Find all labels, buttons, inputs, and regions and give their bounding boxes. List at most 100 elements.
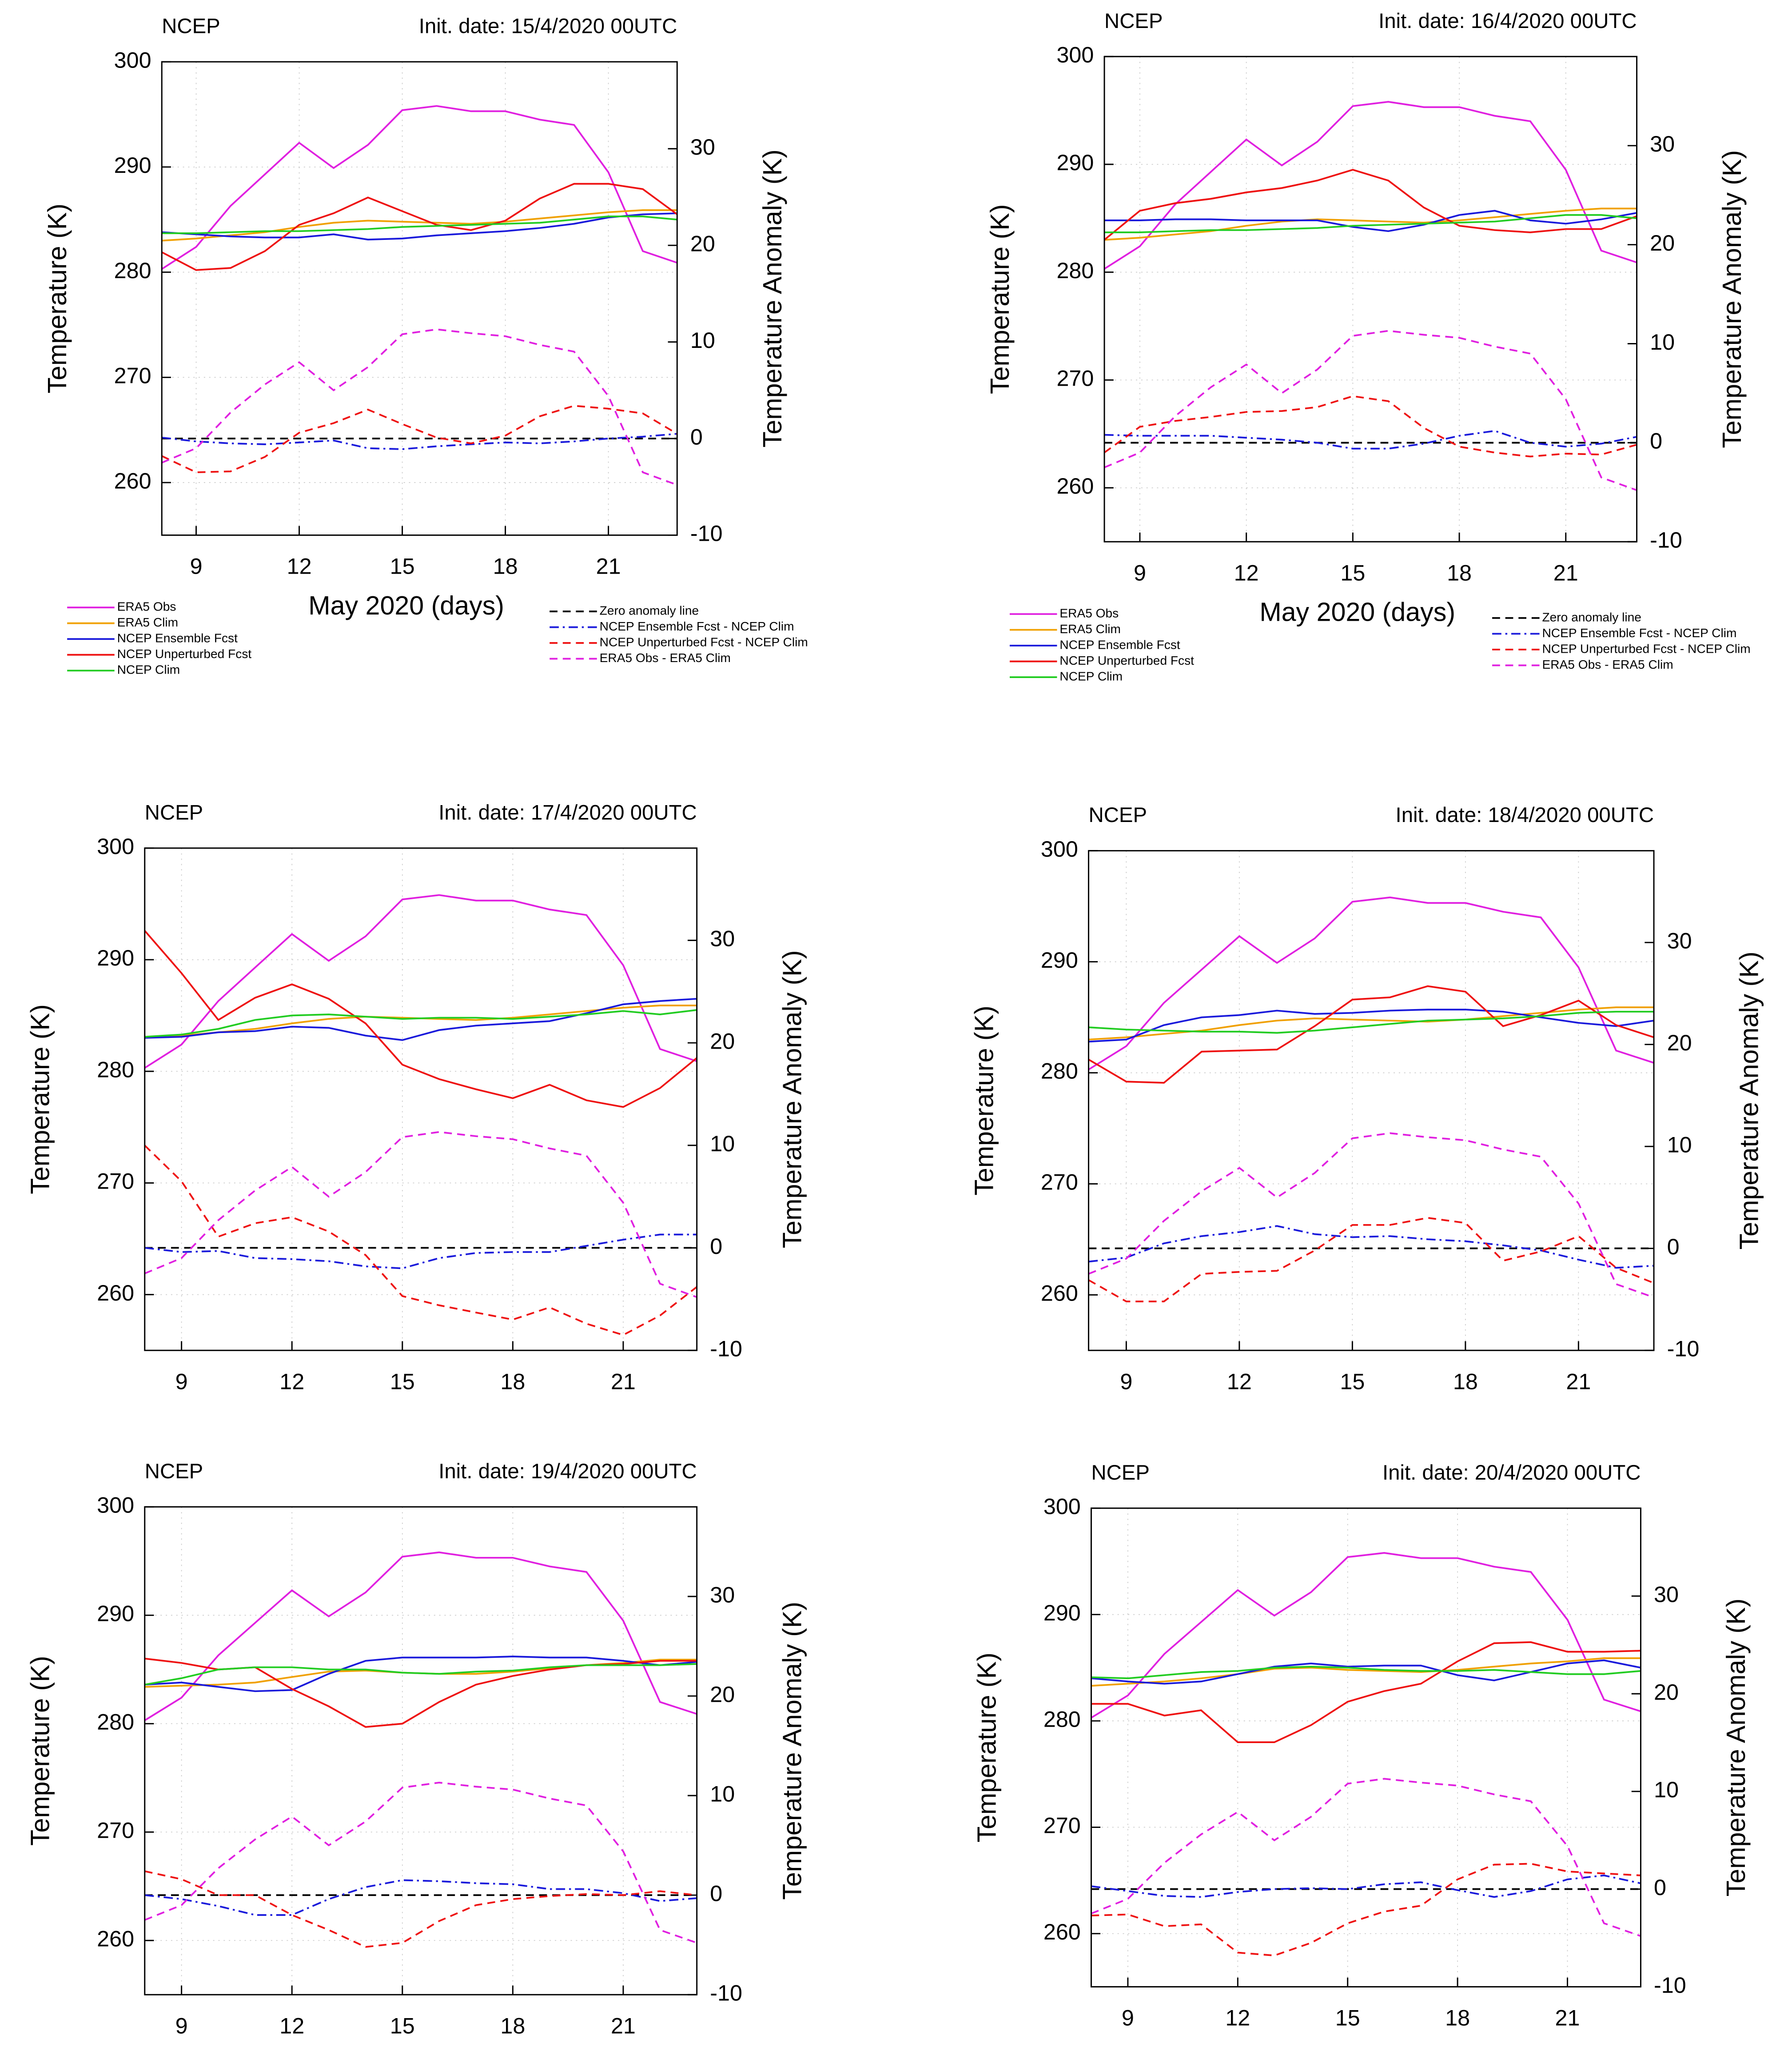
x-axis-label: May 2020 (days) xyxy=(1259,597,1455,627)
y-axis-label: Temperature (K) xyxy=(972,1652,1001,1843)
y2-tick-label: 10 xyxy=(710,1781,735,1806)
title-right: Init. date: 15/4/2020 00UTC xyxy=(419,15,677,38)
legend-label: NCEP Unperturbed Fcst xyxy=(1059,654,1194,667)
line-series xyxy=(1104,101,1637,270)
line-series xyxy=(144,1009,697,1038)
line-series xyxy=(144,1656,697,1692)
line-series xyxy=(1091,1641,1641,1743)
y2-tick-label: -10 xyxy=(1667,1336,1700,1361)
x-tick-label: 15 xyxy=(1340,560,1365,585)
line-series xyxy=(1088,1009,1654,1043)
y-axis-label: Temperature (K) xyxy=(42,204,72,394)
line-series xyxy=(1104,207,1637,241)
y2-tick-label: 0 xyxy=(710,1233,722,1259)
y2-tick-label: 10 xyxy=(690,327,715,353)
x-tick-label: 21 xyxy=(596,554,621,579)
y2-tick-label: 30 xyxy=(1654,1581,1679,1607)
legend-label: NCEP Ensemble Fcst xyxy=(117,631,238,645)
y2-tick-label: 0 xyxy=(1650,428,1662,454)
y-tick-label: 300 xyxy=(1056,42,1094,68)
y-tick-label: 300 xyxy=(97,1492,134,1518)
y2-axis-label: Temperature Anomaly (K) xyxy=(777,950,807,1249)
legend-label: NCEP Unperturbed Fcst - NCEP Clim xyxy=(1542,642,1750,655)
legend-label: NCEP Unperturbed Fcst xyxy=(117,647,252,661)
plot-frame xyxy=(1090,1507,1641,1987)
y-tick-label: 260 xyxy=(1043,1919,1081,1944)
line-series xyxy=(144,1781,697,1944)
x-tick-label: 18 xyxy=(500,2013,525,2039)
plot-frame xyxy=(1103,56,1638,543)
y-tick-label: 300 xyxy=(1041,836,1078,862)
line-series xyxy=(162,212,677,241)
y2-tick-label: 20 xyxy=(1654,1679,1679,1704)
line-series xyxy=(144,1663,697,1686)
y-tick-label: 260 xyxy=(114,468,151,493)
x-tick-label: 15 xyxy=(390,2013,415,2039)
y-tick-label: 260 xyxy=(97,1926,134,1951)
y2-axis-label: Temperature Anomaly (K) xyxy=(1721,1598,1751,1896)
line-series xyxy=(161,105,677,270)
title-left: NCEP xyxy=(1091,1461,1150,1484)
x-tick-label: 9 xyxy=(190,554,203,579)
y-tick-label: 270 xyxy=(114,363,151,388)
y2-tick-label: 30 xyxy=(690,134,715,160)
line-series xyxy=(144,998,697,1041)
x-tick-label: 9 xyxy=(175,1369,188,1394)
plot-frame xyxy=(1088,850,1655,1351)
y2-tick-label: 0 xyxy=(1667,1234,1680,1259)
x-tick-label: 12 xyxy=(279,1369,304,1394)
y-tick-label: 280 xyxy=(97,1709,134,1735)
y-tick-label: 280 xyxy=(1041,1058,1078,1084)
y2-tick-label: 20 xyxy=(1650,230,1675,255)
title-left: NCEP xyxy=(1104,9,1163,33)
x-tick-label: 12 xyxy=(1234,560,1259,585)
y-tick-label: 270 xyxy=(1043,1813,1081,1838)
x-tick-label: 21 xyxy=(1553,560,1578,585)
legend-label: NCEP Ensemble Fcst - NCEP Clim xyxy=(600,619,794,633)
y2-tick-label: 20 xyxy=(710,1681,735,1707)
y-tick-label: 290 xyxy=(1041,947,1078,973)
y-tick-label: 290 xyxy=(1043,1600,1081,1625)
legend-label: ERA5 Obs xyxy=(117,600,176,614)
line-series xyxy=(1088,985,1654,1084)
line-series xyxy=(1088,1010,1654,1034)
y-tick-label: 280 xyxy=(1043,1706,1081,1732)
title-left: NCEP xyxy=(145,801,203,824)
title-right: Init. date: 17/4/2020 00UTC xyxy=(438,801,697,824)
line-series xyxy=(1091,1778,1641,1937)
legend-label: ERA5 Clim xyxy=(1059,622,1120,636)
y2-tick-label: 30 xyxy=(710,1582,735,1607)
y2-tick-label: 10 xyxy=(710,1131,735,1156)
line-series xyxy=(1088,1225,1654,1269)
y-tick-label: 280 xyxy=(114,258,151,283)
line-series xyxy=(1104,330,1637,491)
line-series xyxy=(144,1870,697,1948)
legend-label: NCEP Clim xyxy=(117,663,180,677)
line-series xyxy=(161,183,678,271)
y-tick-label: 260 xyxy=(1056,473,1094,499)
line-series xyxy=(1103,395,1637,458)
y-tick-label: 260 xyxy=(1041,1281,1078,1306)
line-series xyxy=(1088,1006,1654,1041)
x-tick-label: 15 xyxy=(1335,2005,1360,2031)
line-series xyxy=(1088,896,1654,1070)
x-tick-label: 9 xyxy=(1122,2005,1134,2031)
legend-label: ERA5 Obs - ERA5 Clim xyxy=(600,651,731,665)
y2-tick-label: 0 xyxy=(690,424,703,449)
y-axis-label: Temperature (K) xyxy=(985,204,1015,394)
y2-tick-label: 10 xyxy=(1667,1132,1692,1157)
y2-tick-label: 30 xyxy=(710,926,735,951)
line-series xyxy=(144,1131,697,1298)
y2-tick-label: 30 xyxy=(1667,928,1692,953)
y2-tick-label: 10 xyxy=(1650,329,1675,355)
y2-tick-label: 0 xyxy=(1654,1875,1666,1900)
x-tick-label: 21 xyxy=(1566,1369,1591,1394)
y2-tick-label: 20 xyxy=(690,231,715,256)
x-tick-label: 18 xyxy=(1453,1369,1478,1394)
legend-label: NCEP Clim xyxy=(1059,669,1123,683)
legend-label: ERA5 Obs - ERA5 Clim xyxy=(1542,658,1673,671)
y-tick-label: 300 xyxy=(114,47,151,72)
line-series xyxy=(144,1879,697,1916)
x-tick-label: 18 xyxy=(1445,2005,1470,2031)
y2-tick-label: -10 xyxy=(710,1336,742,1361)
